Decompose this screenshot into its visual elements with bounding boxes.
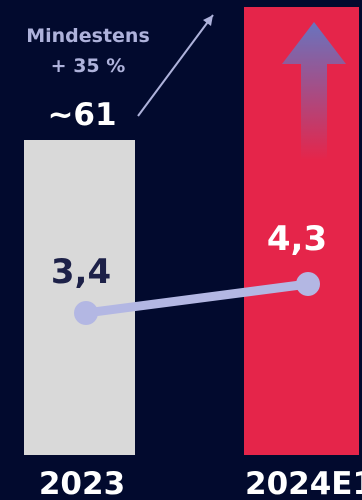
growth-annotation-line1: Mindestens xyxy=(26,25,150,47)
growth-annotation-arrowhead xyxy=(203,15,213,26)
point-label-2024e1: 4,3 xyxy=(267,219,327,259)
growth-arrow-icon xyxy=(282,22,346,160)
x-label-2024e1: 2024E1 xyxy=(245,466,362,500)
point-label-2023: 3,4 xyxy=(51,252,111,292)
growth-annotation-line2: + 35 % xyxy=(51,55,126,77)
point-2024e1 xyxy=(296,272,320,296)
point-2023 xyxy=(74,301,98,325)
growth-annotation-arrow-line xyxy=(137,14,214,117)
x-label-2023: 2023 xyxy=(39,466,125,500)
bar-2023-top-label: ~61 xyxy=(47,97,116,133)
series-line xyxy=(81,279,313,318)
bar-2023 xyxy=(24,140,135,455)
